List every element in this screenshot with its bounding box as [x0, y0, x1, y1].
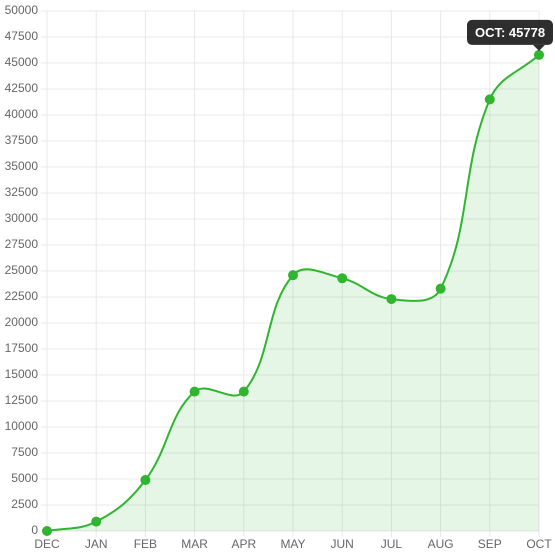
point	[91, 516, 102, 527]
y-tick-label: 30000	[5, 211, 39, 225]
y-tick-label: 7500	[11, 445, 38, 459]
y-tick-label: 12500	[5, 393, 39, 407]
point	[386, 294, 397, 305]
point	[238, 386, 249, 397]
point	[337, 273, 348, 284]
x-tick-label: DEC	[34, 537, 60, 551]
y-tick-label: 47500	[5, 29, 39, 43]
point	[42, 526, 52, 536]
y-tick-label: 40000	[5, 107, 39, 121]
y-tick-label: 35000	[5, 159, 39, 173]
x-tick-label: SEP	[478, 537, 502, 551]
point	[140, 475, 151, 486]
y-tick-label: 5000	[11, 471, 38, 485]
x-tick-label: JAN	[85, 537, 108, 551]
x-tick-label: AUG	[428, 537, 454, 551]
x-tick-label: JUL	[381, 537, 403, 551]
y-tick-label: 25000	[5, 263, 39, 277]
y-tick-label: 50000	[5, 3, 39, 17]
y-tick-label: 37500	[5, 133, 39, 147]
y-tick-label: 0	[31, 523, 38, 537]
x-tick-label: MAY	[280, 537, 305, 551]
tooltip-text: OCT: 45778	[475, 25, 545, 40]
tooltip-caret	[533, 44, 545, 51]
y-tick-label: 20000	[5, 315, 39, 329]
y-tick-label: 32500	[5, 185, 39, 199]
x-tick-label: JUN	[331, 537, 354, 551]
point	[534, 49, 544, 60]
area	[47, 54, 539, 531]
point	[435, 283, 446, 294]
tooltip-box	[467, 19, 553, 45]
y-tick-label: 27500	[5, 237, 39, 251]
y-tick-label: 42500	[5, 81, 39, 95]
point	[288, 270, 298, 281]
point	[189, 386, 200, 397]
y-tick-label: 10000	[5, 419, 39, 433]
y-tick-label: 17500	[5, 341, 39, 355]
x-tick-label: OCT	[526, 537, 552, 551]
x-tick-label: APR	[231, 537, 256, 551]
y-tick-label: 2500	[11, 497, 38, 511]
x-tick-label: FEB	[134, 537, 157, 551]
y-tick-label: 45000	[5, 55, 39, 69]
x-tick-label: MAR	[181, 537, 208, 551]
y-tick-label: 15000	[5, 367, 39, 381]
y-tick-label: 22500	[5, 289, 39, 303]
point	[484, 94, 495, 105]
